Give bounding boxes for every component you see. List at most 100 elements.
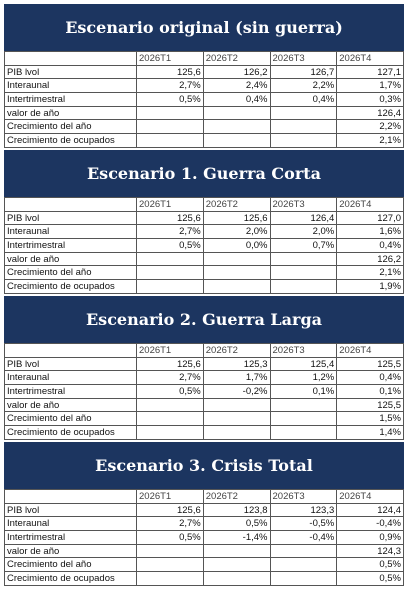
row-label: Intertrimestral xyxy=(4,238,137,253)
value-cell: 125,6 xyxy=(136,210,204,226)
value-cell xyxy=(269,105,338,121)
value-cell: 1,2% xyxy=(269,370,338,386)
data-row: Interaunal 2,7% 2,0% 2,0% 1,6% xyxy=(4,224,404,240)
scenario-table: 2026T1 2026T2 2026T3 2026T4 PIB lvol 125,6 123… xyxy=(4,489,404,586)
row-label: PIB lvol xyxy=(4,356,137,372)
section-title: Escenario 2. Guerra Larga xyxy=(4,296,404,343)
value-cell xyxy=(136,543,204,559)
value-cell xyxy=(202,557,271,573)
value-cell: -0,5% xyxy=(269,516,338,532)
value-cell: -0,2% xyxy=(202,384,271,399)
value-cell: 0,5% xyxy=(136,238,204,253)
corner-cell xyxy=(4,343,137,358)
value-cell: 123,3 xyxy=(269,502,338,518)
value-cell xyxy=(202,543,271,559)
value-cell xyxy=(136,557,204,573)
value-cell xyxy=(269,543,338,559)
header-cell: 2026T1 xyxy=(136,489,204,504)
value-cell xyxy=(136,251,204,267)
value-cell xyxy=(269,251,338,267)
value-cell: 125,6 xyxy=(202,210,271,226)
row-label: valor de año xyxy=(4,543,137,559)
value-cell: 0,4% xyxy=(202,92,271,107)
value-cell xyxy=(136,279,204,294)
row-label: valor de año xyxy=(4,251,137,267)
value-cell xyxy=(202,251,271,267)
header-cell: 2026T3 xyxy=(269,51,338,66)
value-cell: 2,2% xyxy=(269,78,338,94)
data-row: Intertrimestral 0,5% -0,2% 0,1% 0,1% xyxy=(4,384,404,399)
value-cell: 124,3 xyxy=(336,543,404,559)
value-cell xyxy=(269,397,338,413)
row-label: Intertrimestral xyxy=(4,530,137,545)
row-label: PIB lvol xyxy=(4,64,137,80)
value-cell xyxy=(269,411,338,427)
scenario-section: Escenario 1. Guerra Corta 2026T1 2026T2 202… xyxy=(4,150,404,296)
header-cell: 2026T3 xyxy=(269,489,338,504)
row-label: PIB lvol xyxy=(4,502,137,518)
scenario-section: Escenario original (sin guerra) 2026T1 202… xyxy=(4,4,404,150)
data-row: Crecimiento de ocupados 0,5% xyxy=(4,571,404,586)
row-label: valor de año xyxy=(4,105,137,121)
value-cell xyxy=(202,119,271,135)
data-row: PIB lvol 125,6 123,8 123,3 124,4 xyxy=(4,502,404,518)
value-cell: 1,7% xyxy=(336,78,404,94)
row-label: PIB lvol xyxy=(4,210,137,226)
corner-cell xyxy=(4,51,137,66)
value-cell xyxy=(136,265,204,281)
data-row: PIB lvol 125,6 126,2 126,7 127,1 xyxy=(4,64,404,80)
value-cell: 126,2 xyxy=(336,251,404,267)
row-label: Interaunal xyxy=(4,224,137,240)
row-label: Crecimiento del año xyxy=(4,119,137,135)
header-cell: 2026T4 xyxy=(336,197,404,212)
header-cell: 2026T4 xyxy=(336,489,404,504)
value-cell: 1,4% xyxy=(336,425,404,440)
data-row: Crecimiento de ocupados 1,9% xyxy=(4,279,404,294)
value-cell: 0,3% xyxy=(336,92,404,107)
row-label: Crecimiento de ocupados xyxy=(4,279,137,294)
row-label: Intertrimestral xyxy=(4,92,137,107)
header-cell: 2026T4 xyxy=(336,51,404,66)
value-cell: 0,4% xyxy=(336,370,404,386)
section-title: Escenario 1. Guerra Corta xyxy=(4,150,404,197)
value-cell: 126,2 xyxy=(202,64,271,80)
value-cell xyxy=(136,571,204,586)
value-cell: -0,4% xyxy=(269,530,338,545)
data-row: Crecimiento del año 1,5% xyxy=(4,411,404,427)
data-row: valor de año 124,3 xyxy=(4,543,404,559)
value-cell xyxy=(202,571,271,586)
section-title: Escenario original (sin guerra) xyxy=(4,4,404,51)
data-row: Interaunal 2,7% 2,4% 2,2% 1,7% xyxy=(4,78,404,94)
value-cell xyxy=(269,133,338,148)
data-row: Crecimiento de ocupados 1,4% xyxy=(4,425,404,440)
row-label: Crecimiento del año xyxy=(4,557,137,573)
data-row: Crecimiento del año 2,2% xyxy=(4,119,404,135)
value-cell: 127,0 xyxy=(336,210,404,226)
value-cell xyxy=(136,425,204,440)
value-cell: 2,0% xyxy=(202,224,271,240)
row-label: Crecimiento del año xyxy=(4,265,137,281)
value-cell xyxy=(202,397,271,413)
value-cell xyxy=(202,105,271,121)
value-cell: 2,7% xyxy=(136,224,204,240)
value-cell: 0,5% xyxy=(336,557,404,573)
value-cell: 2,1% xyxy=(336,133,404,148)
header-row: 2026T1 2026T2 2026T3 2026T4 xyxy=(4,343,404,358)
data-row: Intertrimestral 0,5% 0,0% 0,7% 0,4% xyxy=(4,238,404,253)
row-label: Crecimiento de ocupados xyxy=(4,425,137,440)
value-cell: 0,5% xyxy=(336,571,404,586)
data-row: Intertrimestral 0,5% -1,4% -0,4% 0,9% xyxy=(4,530,404,545)
value-cell: 0,0% xyxy=(202,238,271,253)
value-cell: 2,1% xyxy=(336,265,404,281)
value-cell: 2,4% xyxy=(202,78,271,94)
data-row: Crecimiento del año 0,5% xyxy=(4,557,404,573)
data-row: Crecimiento de ocupados 2,1% xyxy=(4,133,404,148)
row-label: Crecimiento de ocupados xyxy=(4,571,137,586)
value-cell: 125,6 xyxy=(136,356,204,372)
value-cell: 125,5 xyxy=(336,356,404,372)
value-cell: 1,9% xyxy=(336,279,404,294)
header-cell: 2026T3 xyxy=(269,197,338,212)
header-row: 2026T1 2026T2 2026T3 2026T4 xyxy=(4,197,404,212)
header-cell: 2026T3 xyxy=(269,343,338,358)
corner-cell xyxy=(4,489,137,504)
